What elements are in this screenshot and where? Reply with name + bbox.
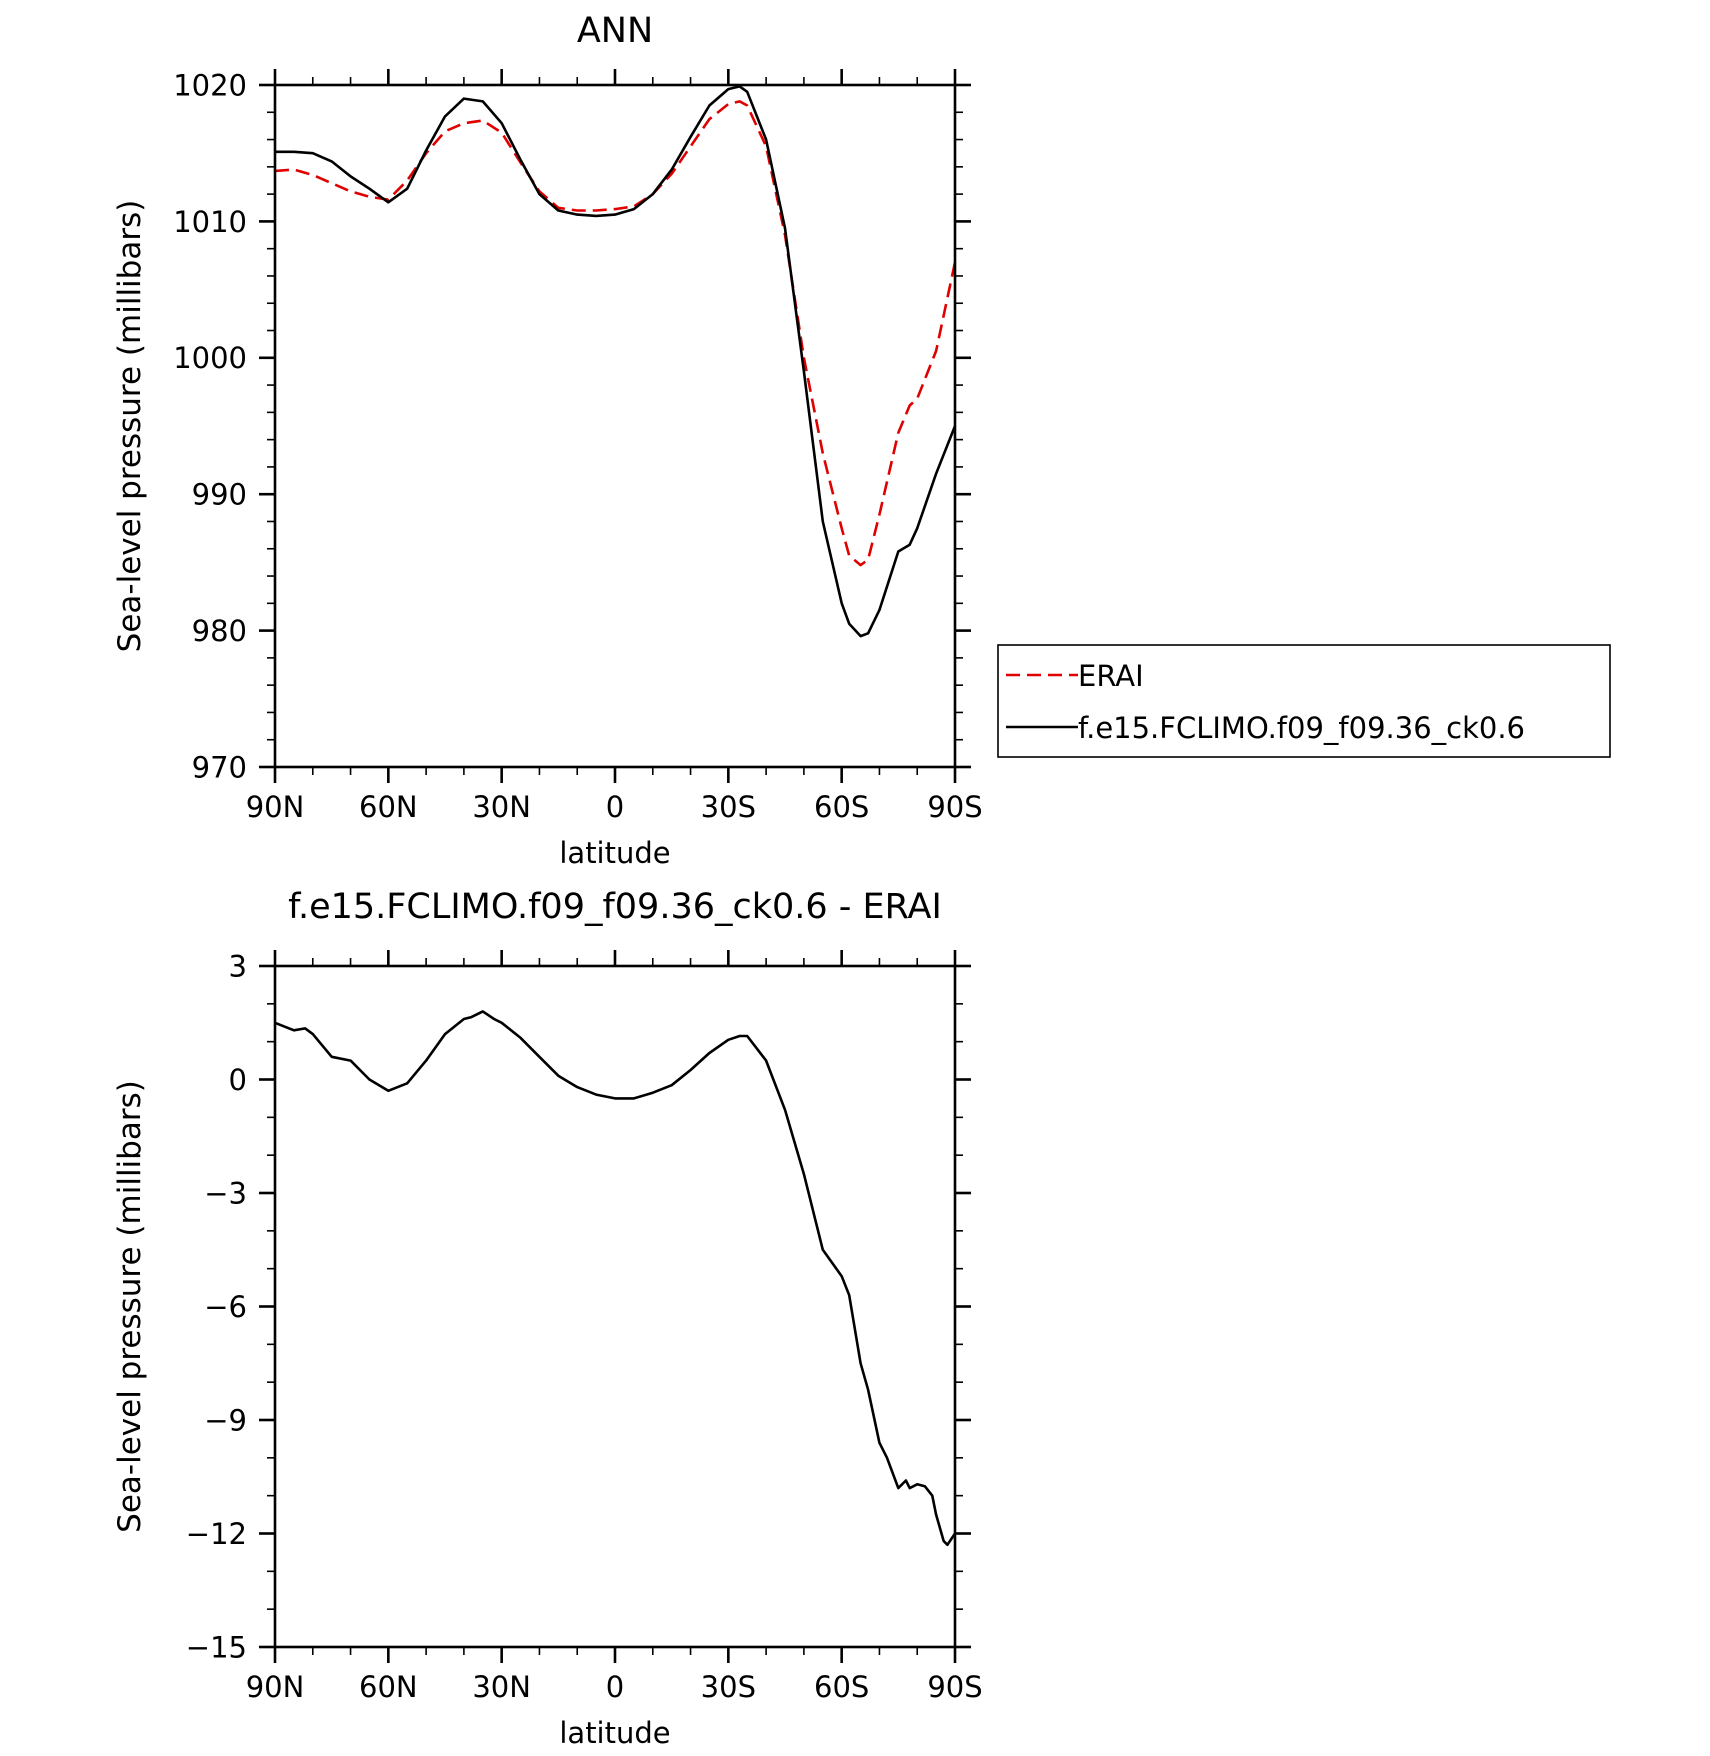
x-tick-label: 30N xyxy=(472,1670,531,1704)
plot-frame xyxy=(273,964,957,1649)
x-tick-label: 30N xyxy=(472,790,531,824)
y-tick-label: −12 xyxy=(186,1517,247,1551)
x-tick-label: 90N xyxy=(246,790,305,824)
y-tick-label: −6 xyxy=(204,1290,247,1324)
y-tick-label: 970 xyxy=(192,750,247,784)
y-tick-label: −9 xyxy=(204,1403,247,1437)
x-tick-label: 60N xyxy=(359,790,418,824)
x-tick-label: 60N xyxy=(359,1670,418,1704)
x-tick-label: 0 xyxy=(606,1670,624,1704)
y-tick-label: 980 xyxy=(192,614,247,648)
x-tick-label: 60S xyxy=(814,1670,869,1704)
chart-slp-difference: −15 −12 −9 −6 −3 0 3 90N 60N 30N 0 30S 60S 90S f.e15.F… xyxy=(112,887,983,1750)
plot-frame xyxy=(273,83,957,769)
x-tick-label: 30S xyxy=(701,790,756,824)
series-line-erai xyxy=(274,100,957,567)
legend-box xyxy=(997,644,1611,758)
chart-title: f.e15.FCLIMO.f09_f09.36_ck0.6 - ERAI xyxy=(288,887,942,927)
y-tick-label: 1010 xyxy=(173,205,247,239)
y-tick-label: −3 xyxy=(204,1176,247,1210)
y-tick-label: 1000 xyxy=(173,341,247,375)
y-tick-label: −15 xyxy=(186,1630,247,1664)
y-tick-label: 1020 xyxy=(173,68,247,102)
chart-title: ANN xyxy=(577,11,653,51)
x-tick-label: 90S xyxy=(927,1670,982,1704)
y-axis-label: Sea-level pressure (millibars) xyxy=(112,1080,148,1533)
y-tick-label: 3 xyxy=(229,949,247,983)
legend-entry-label: f.e15.FCLIMO.f09_f09.36_ck0.6 xyxy=(1078,711,1525,745)
series-line-0 xyxy=(274,1010,957,1547)
x-tick-label: 60S xyxy=(814,790,869,824)
x-axis-label: latitude xyxy=(559,1716,670,1750)
x-tick-label: 90S xyxy=(927,790,982,824)
series-line-f-e15-fclimo-f09-f09-36-ck0-6 xyxy=(275,85,957,638)
y-tick-label: 990 xyxy=(192,478,247,512)
x-tick-label: 90N xyxy=(246,1670,305,1704)
x-axis-label: latitude xyxy=(559,836,670,870)
y-axis-label: Sea-level pressure (millibars) xyxy=(112,200,148,653)
legend-entry-label: ERAI xyxy=(1078,659,1144,693)
x-tick-label: 30S xyxy=(701,1670,756,1704)
y-tick-label: 0 xyxy=(229,1063,247,1097)
chart-slp-annual: 970 980 990 1000 1010 1020 90N 60N 30N 0 30S 60S 90S… xyxy=(112,11,1611,870)
x-tick-label: 0 xyxy=(606,790,624,824)
